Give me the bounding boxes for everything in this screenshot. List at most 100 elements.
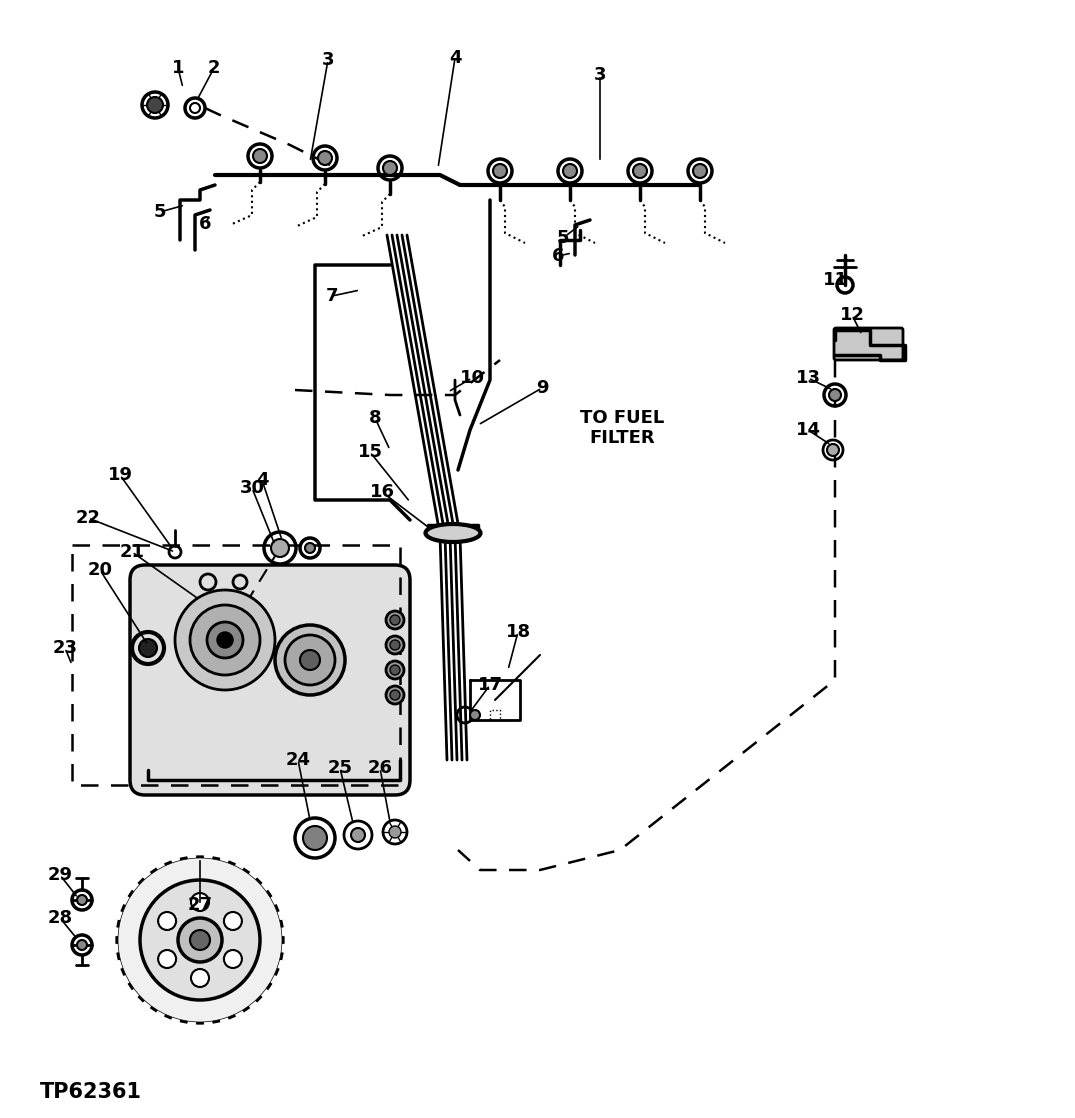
Polygon shape (139, 879, 160, 900)
Circle shape (693, 164, 707, 178)
Polygon shape (259, 947, 283, 959)
Circle shape (77, 940, 87, 950)
Circle shape (386, 686, 404, 704)
Text: 28: 28 (47, 909, 73, 927)
Circle shape (318, 151, 332, 165)
Circle shape (386, 612, 404, 629)
Circle shape (139, 639, 157, 657)
Polygon shape (240, 879, 261, 900)
Text: 3: 3 (321, 51, 334, 69)
Circle shape (285, 635, 335, 685)
Circle shape (253, 149, 267, 163)
Text: 29: 29 (47, 866, 72, 884)
Text: 15: 15 (358, 443, 383, 461)
Text: 1: 1 (172, 59, 184, 77)
Circle shape (190, 103, 200, 113)
Text: 25: 25 (328, 759, 353, 777)
Text: 3: 3 (593, 66, 606, 84)
Text: 27: 27 (187, 896, 213, 915)
Text: 9: 9 (535, 379, 548, 397)
Polygon shape (240, 979, 261, 1002)
Text: 26: 26 (368, 759, 392, 777)
FancyBboxPatch shape (834, 328, 903, 360)
Text: 13: 13 (796, 369, 820, 387)
Circle shape (470, 710, 481, 720)
Circle shape (390, 639, 400, 650)
Text: 5: 5 (154, 203, 167, 221)
Polygon shape (128, 891, 152, 910)
Polygon shape (117, 920, 141, 932)
Text: 18: 18 (505, 623, 531, 641)
Circle shape (352, 828, 366, 842)
Polygon shape (255, 904, 278, 921)
Text: 19: 19 (108, 466, 132, 484)
Polygon shape (181, 998, 192, 1023)
Circle shape (224, 950, 242, 968)
Circle shape (190, 930, 210, 950)
Circle shape (191, 893, 209, 911)
Circle shape (207, 622, 243, 659)
Circle shape (390, 690, 400, 700)
Circle shape (303, 826, 327, 850)
Text: 6: 6 (199, 215, 212, 233)
Polygon shape (207, 858, 219, 881)
Ellipse shape (426, 524, 481, 542)
Circle shape (386, 661, 404, 679)
Circle shape (389, 826, 401, 838)
Text: 4: 4 (256, 471, 269, 489)
Polygon shape (248, 891, 272, 910)
Polygon shape (164, 861, 181, 885)
Text: 6: 6 (551, 247, 564, 265)
Polygon shape (121, 959, 145, 975)
Circle shape (383, 161, 397, 176)
Circle shape (175, 590, 275, 690)
Polygon shape (196, 1001, 204, 1024)
Circle shape (563, 164, 577, 178)
Polygon shape (248, 970, 272, 989)
Circle shape (140, 880, 260, 999)
Text: 14: 14 (796, 421, 820, 439)
Circle shape (77, 896, 87, 904)
Circle shape (493, 164, 507, 178)
Text: 10: 10 (459, 369, 485, 387)
Polygon shape (128, 970, 152, 989)
Circle shape (190, 605, 260, 675)
Polygon shape (261, 936, 284, 945)
Circle shape (827, 444, 839, 456)
Circle shape (275, 625, 345, 695)
Circle shape (390, 665, 400, 675)
Polygon shape (207, 998, 219, 1023)
Circle shape (386, 636, 404, 654)
Circle shape (217, 632, 233, 648)
Polygon shape (164, 994, 181, 1018)
Text: 30: 30 (240, 479, 264, 498)
Text: 2: 2 (207, 59, 220, 77)
Circle shape (633, 164, 647, 178)
Text: 17: 17 (477, 676, 502, 694)
Text: 11: 11 (822, 271, 847, 288)
Circle shape (305, 543, 315, 553)
Text: TO FUEL
FILTER: TO FUEL FILTER (579, 408, 664, 447)
Polygon shape (255, 959, 278, 975)
Polygon shape (151, 869, 170, 892)
Text: 7: 7 (326, 287, 339, 305)
Polygon shape (181, 858, 192, 881)
Circle shape (271, 539, 289, 557)
Text: 8: 8 (369, 409, 382, 427)
Polygon shape (121, 904, 145, 921)
Polygon shape (116, 936, 139, 945)
Text: 23: 23 (53, 639, 77, 657)
Polygon shape (117, 947, 141, 959)
Circle shape (829, 389, 841, 401)
Text: TP62361: TP62361 (40, 1082, 142, 1102)
Text: 16: 16 (370, 483, 395, 501)
Circle shape (147, 97, 163, 113)
Text: 5: 5 (557, 229, 570, 247)
Polygon shape (259, 920, 283, 932)
Polygon shape (219, 994, 235, 1018)
Polygon shape (196, 856, 204, 879)
Circle shape (158, 912, 176, 930)
Polygon shape (139, 979, 160, 1002)
Polygon shape (219, 861, 235, 885)
Polygon shape (151, 988, 170, 1012)
